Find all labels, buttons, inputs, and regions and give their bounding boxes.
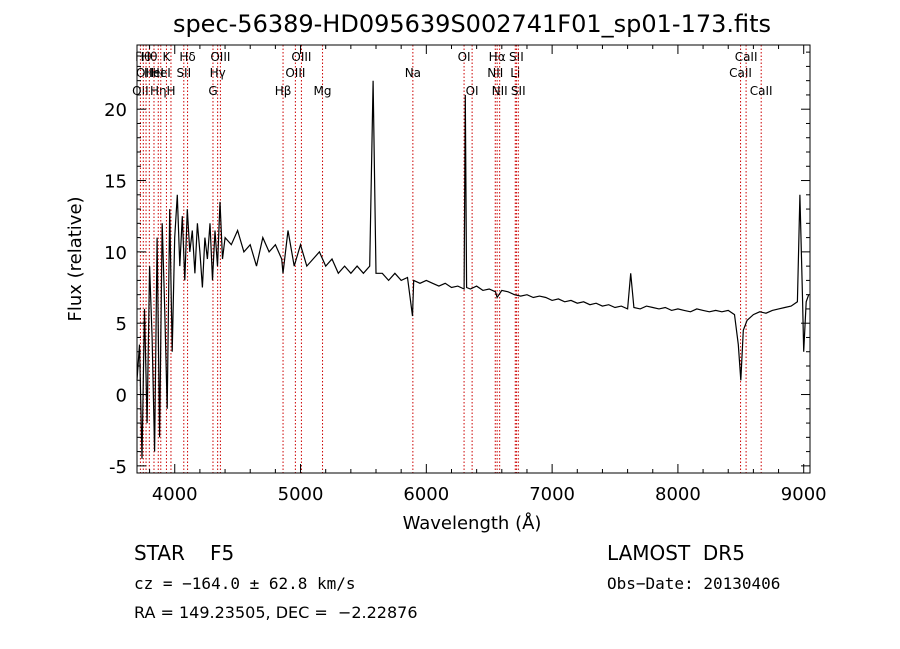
- spectral-line-label: Li: [510, 66, 520, 80]
- spectral-line-label: SII: [509, 50, 524, 64]
- spectrum-line: [136, 80, 810, 459]
- x-tick-label: 6000: [403, 484, 449, 505]
- x-axis-ticks: 4000 5000 6000 7000 8000 9000: [149, 45, 827, 505]
- spectral-line-markers: OIIHθOIIIHθHeIHηHeIKHSIIHδGHγOIIIHβOIIIO…: [132, 45, 773, 473]
- y-tick-label: 0: [116, 386, 127, 407]
- spectral-line-label: Hη: [150, 84, 167, 98]
- x-tick-label: 9000: [781, 484, 827, 505]
- spectral-line-label: K: [162, 50, 171, 64]
- x-axis-label: Wavelength (Å): [403, 512, 542, 534]
- chart-title: spec-56389-HD095639S002741F01_sp01-173.f…: [173, 10, 771, 38]
- spectral-line-label: NII: [492, 84, 508, 98]
- spectral-line-label: Hθ: [135, 50, 151, 64]
- spectral-line-label: HeI: [144, 66, 164, 80]
- x-tick-label: 8000: [655, 484, 701, 505]
- coordinates: RA = 149.23505, DEC = −2.22876: [134, 603, 418, 622]
- spectral-line-label: Hθ: [141, 50, 157, 64]
- y-axis-label: Flux (relative): [65, 196, 86, 321]
- object-class: STAR: [134, 541, 185, 565]
- redshift-readout: cz = −164.0 ± 62.8 km/s: [134, 574, 356, 593]
- spectral-line-label: SII: [176, 66, 191, 80]
- y-tick-label: -5: [109, 457, 127, 478]
- spectral-line-label: Hγ: [210, 66, 226, 80]
- y-tick-label: 10: [104, 243, 127, 264]
- y-tick-label: 15: [104, 172, 127, 193]
- object-subclass: F5: [210, 541, 235, 565]
- spectral-line-label: Hδ: [179, 50, 195, 64]
- spectral-line-label: SII: [511, 84, 526, 98]
- spectral-line-label: CaII: [750, 84, 773, 98]
- spectral-line-label: NII: [487, 66, 503, 80]
- spectral-line-label: H: [166, 84, 175, 98]
- plot-frame: [136, 44, 811, 474]
- y-axis-ticks: -5 0 5 10 15 20: [104, 51, 810, 478]
- spectral-line-label: OI: [466, 84, 479, 98]
- spectral-line-label: OII: [132, 84, 149, 98]
- spectral-line-label: CaII: [729, 66, 752, 80]
- spectral-line-label: OIII: [136, 66, 156, 80]
- spectral-line-label: CaII: [735, 50, 758, 64]
- survey-name: LAMOST DR5: [607, 541, 745, 565]
- spectral-line-label: OI: [458, 50, 471, 64]
- x-tick-label: 5000: [278, 484, 324, 505]
- spectral-line-label: OIII: [291, 50, 311, 64]
- spectral-line-label: OIII: [285, 66, 305, 80]
- spectral-line-label: OIII: [210, 50, 230, 64]
- spectral-line-label: Mg: [314, 84, 332, 98]
- spectral-line-label: Hβ: [275, 84, 292, 98]
- spectral-line-label: Hα: [489, 50, 506, 64]
- x-tick-label: 7000: [529, 484, 575, 505]
- spectral-line-label: HeI: [151, 66, 171, 80]
- spectral-line-label: G: [208, 84, 217, 98]
- obs-date: Obs−Date: 20130406: [607, 574, 781, 593]
- y-tick-label: 20: [104, 100, 127, 121]
- y-tick-label: 5: [116, 314, 127, 335]
- x-tick-label: 4000: [152, 484, 198, 505]
- spectral-line-label: Na: [405, 66, 421, 80]
